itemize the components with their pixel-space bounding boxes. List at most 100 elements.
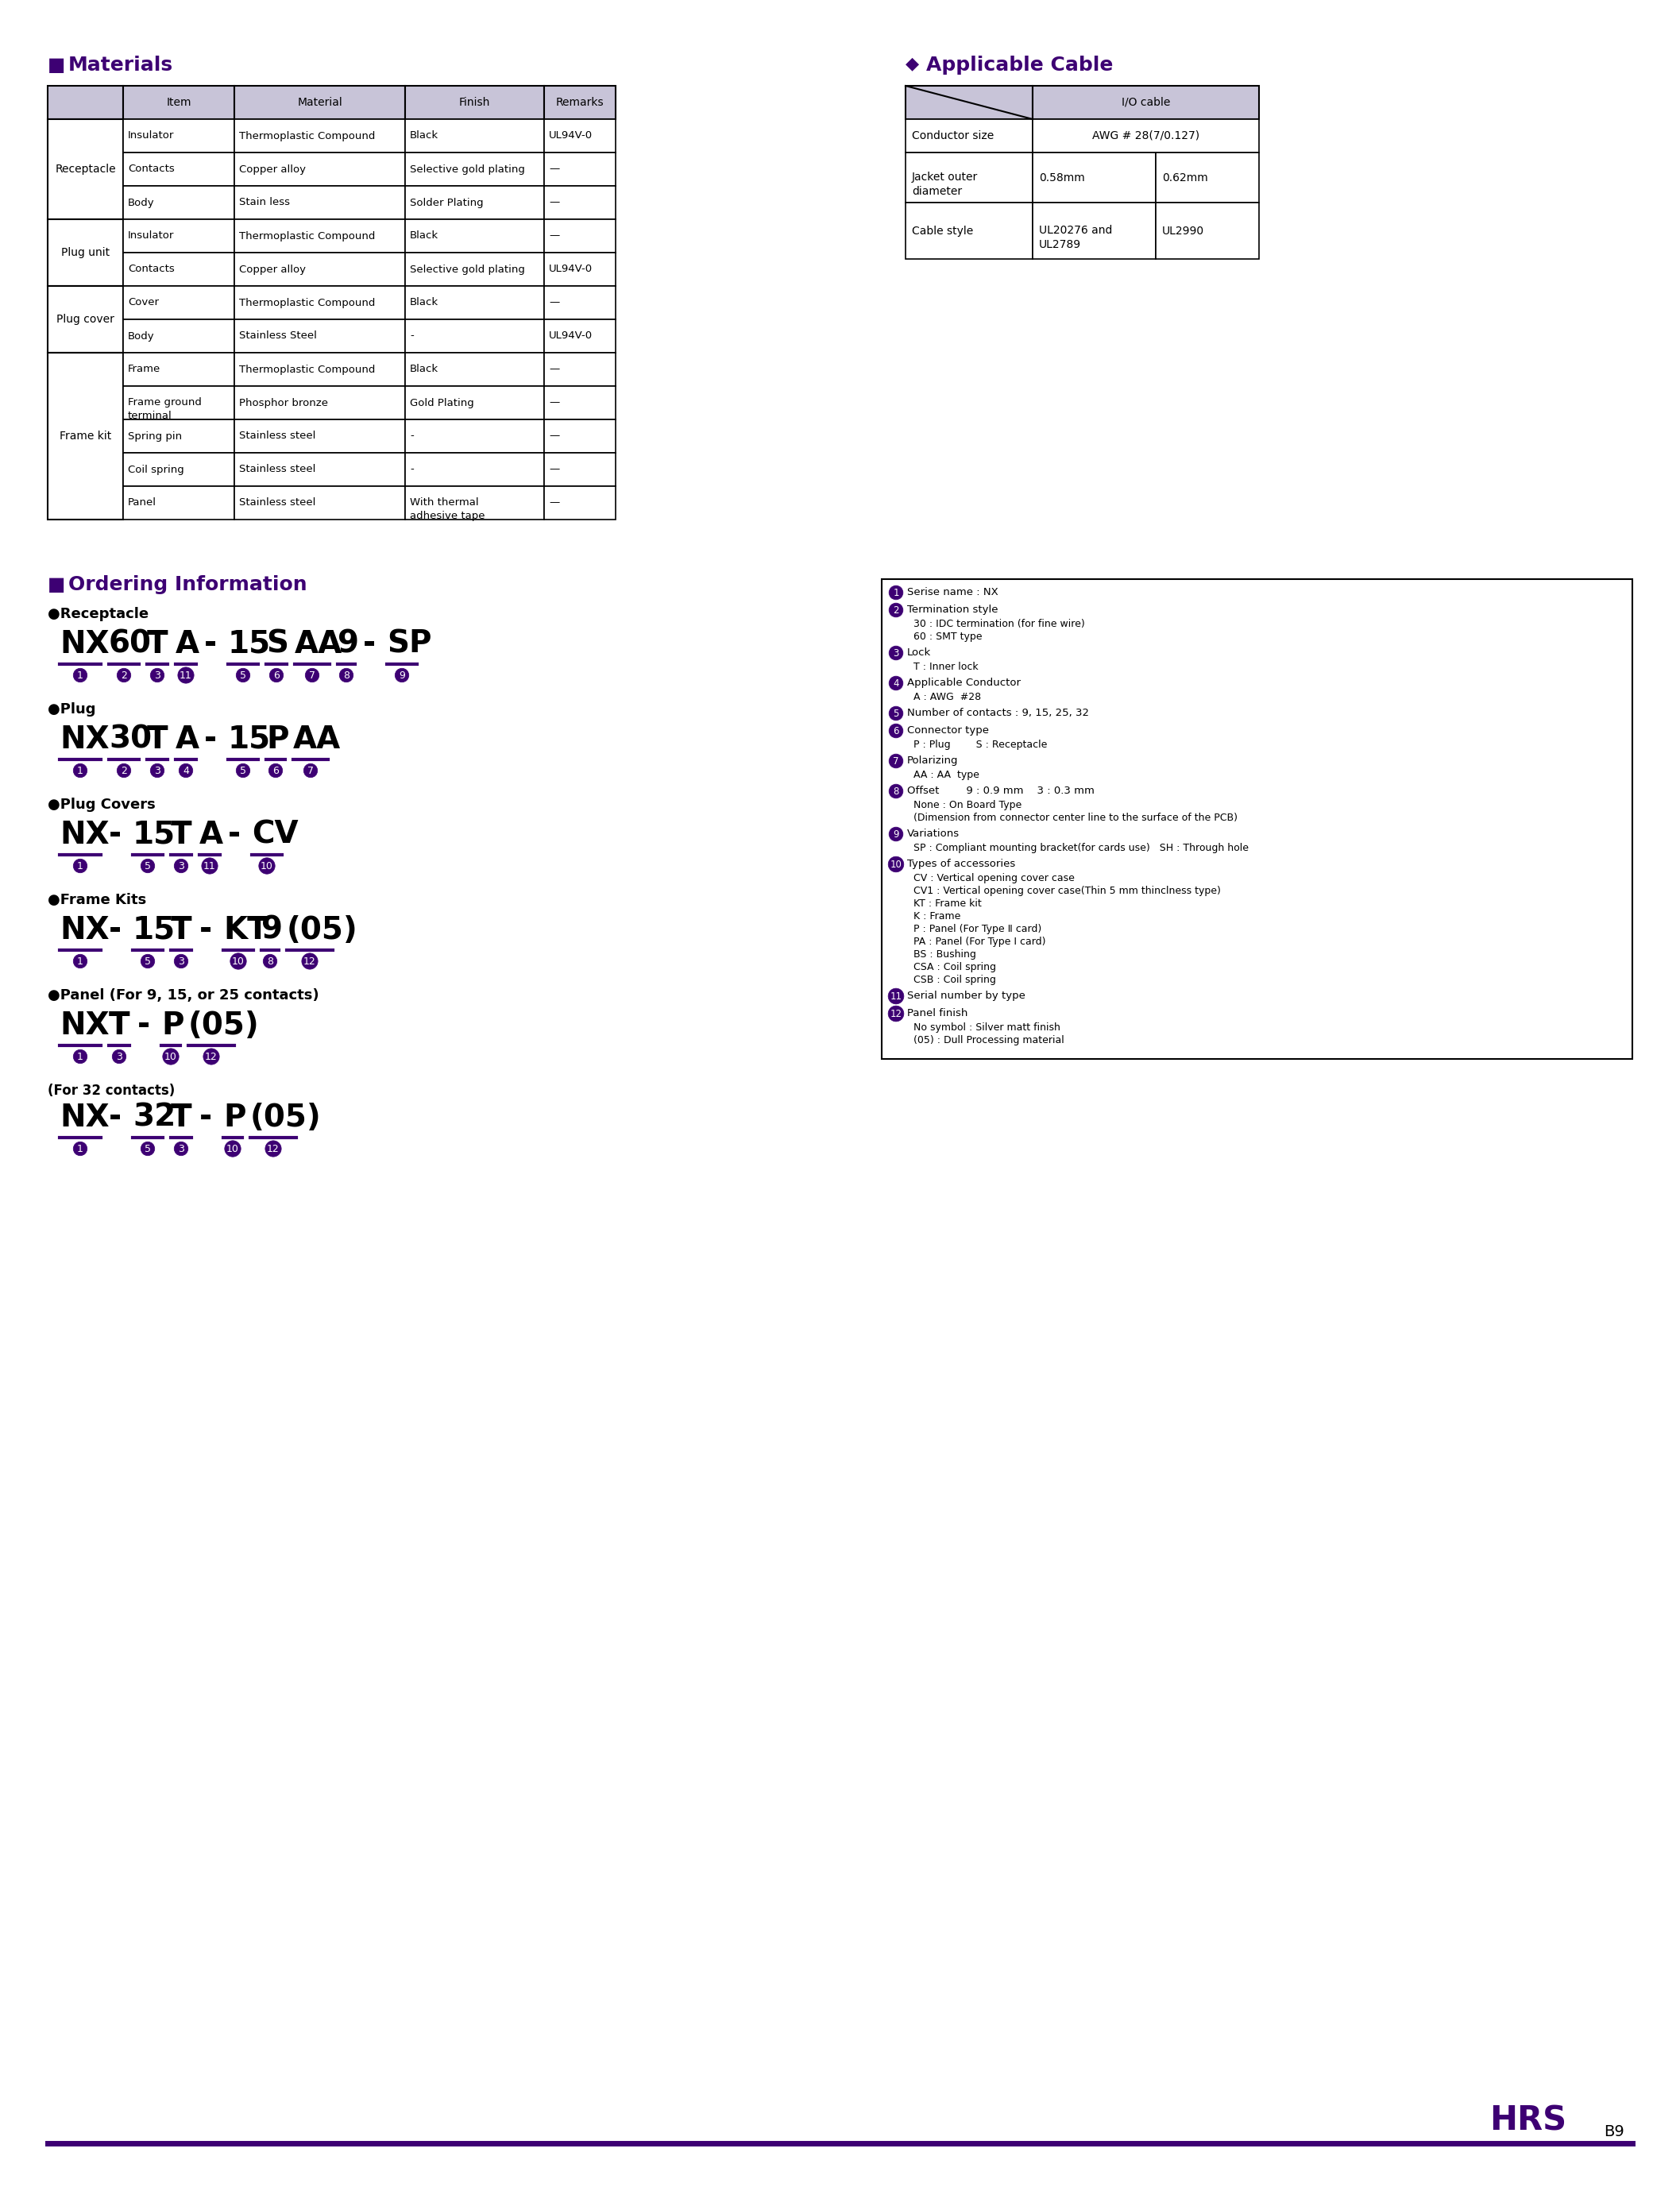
Text: 1: 1: [77, 862, 84, 870]
Text: Offset        9 : 0.9 mm    3 : 0.3 mm: Offset 9 : 0.9 mm 3 : 0.3 mm: [907, 785, 1094, 796]
Bar: [544, 219, 615, 254]
Bar: [544, 286, 615, 319]
Text: P : Plug        S : Receptacle: P : Plug S : Receptacle: [914, 739, 1047, 750]
Bar: [544, 319, 615, 352]
Bar: [123, 352, 234, 387]
Text: 12: 12: [205, 1052, 217, 1061]
Text: 6: 6: [272, 765, 279, 776]
Text: 2: 2: [121, 765, 128, 776]
Bar: [123, 286, 234, 319]
Text: -: -: [109, 1102, 121, 1133]
Bar: [405, 85, 544, 118]
Text: 10: 10: [232, 956, 245, 967]
Text: Serise name : NX: Serise name : NX: [907, 586, 998, 597]
Text: 1: 1: [894, 588, 899, 597]
Text: 9: 9: [262, 914, 282, 945]
Text: 11: 11: [890, 991, 902, 1002]
Text: 5: 5: [894, 709, 899, 720]
Bar: [234, 319, 405, 352]
Text: 5: 5: [240, 765, 247, 776]
Text: -: -: [363, 630, 376, 658]
Text: 7: 7: [309, 669, 316, 680]
Text: Conductor size: Conductor size: [912, 131, 995, 142]
Bar: [1033, 203, 1156, 260]
Text: -: -: [205, 630, 217, 658]
Bar: [405, 118, 544, 153]
Bar: [234, 254, 405, 286]
Bar: [123, 319, 234, 352]
Text: 10: 10: [227, 1144, 239, 1155]
Bar: [544, 186, 615, 219]
Text: S: S: [265, 630, 289, 658]
Text: Selective gold plating: Selective gold plating: [410, 164, 524, 175]
Text: K : Frame: K : Frame: [914, 912, 961, 921]
Bar: [47, 85, 123, 118]
Bar: [906, 85, 1033, 118]
Text: —: —: [549, 232, 559, 241]
Text: ●Frame Kits: ●Frame Kits: [47, 892, 146, 908]
Bar: [906, 203, 1033, 260]
Bar: [405, 153, 544, 186]
Text: A: A: [175, 724, 200, 755]
Text: P: P: [223, 1102, 245, 1133]
Bar: [544, 420, 615, 453]
Text: I/O cable: I/O cable: [1122, 96, 1171, 107]
Text: 7: 7: [894, 757, 899, 765]
Text: Receptacle: Receptacle: [55, 164, 116, 175]
Bar: [544, 352, 615, 387]
Bar: [123, 153, 234, 186]
Text: ●Receptacle: ●Receptacle: [47, 608, 148, 621]
Text: 11: 11: [180, 669, 192, 680]
Bar: [906, 118, 1033, 153]
Text: Panel: Panel: [128, 499, 156, 507]
Bar: [234, 420, 405, 453]
Text: P: P: [265, 724, 289, 755]
Text: (Dimension from connector center line to the surface of the PCB): (Dimension from connector center line to…: [914, 814, 1238, 822]
Text: 3: 3: [155, 765, 160, 776]
Text: Solder Plating: Solder Plating: [410, 197, 484, 208]
Text: CSA : Coil spring: CSA : Coil spring: [914, 962, 996, 973]
Text: T : Inner lock: T : Inner lock: [914, 663, 978, 671]
Bar: [123, 219, 234, 254]
Text: ■: ■: [47, 575, 66, 595]
Text: Black: Black: [410, 232, 438, 241]
Text: 9: 9: [894, 829, 899, 840]
Text: PA : Panel (For Type Ⅰ card): PA : Panel (For Type Ⅰ card): [914, 936, 1045, 947]
Text: -: -: [109, 820, 121, 851]
Text: Gold Plating: Gold Plating: [410, 398, 474, 409]
Text: Material: Material: [297, 96, 343, 107]
Text: 30 : IDC termination (for fine wire): 30 : IDC termination (for fine wire): [914, 619, 1085, 630]
Text: 15: 15: [228, 630, 270, 658]
Text: Spring pin: Spring pin: [128, 431, 181, 442]
Text: 1: 1: [77, 1052, 84, 1061]
Text: Thermoplastic Compound: Thermoplastic Compound: [239, 131, 375, 140]
Text: Thermoplastic Compound: Thermoplastic Compound: [239, 297, 375, 308]
Text: Copper alloy: Copper alloy: [239, 164, 306, 175]
Bar: [47, 118, 123, 219]
Text: 15: 15: [133, 820, 176, 851]
Text: -: -: [200, 914, 212, 945]
Text: Remarks: Remarks: [556, 96, 603, 107]
Text: SP : Compliant mounting bracket(for cards use)   SH : Through hole: SP : Compliant mounting bracket(for card…: [914, 842, 1248, 853]
Text: 8: 8: [267, 956, 274, 967]
Text: -: -: [228, 820, 240, 851]
Text: 5: 5: [240, 669, 247, 680]
Text: (05) : Dull Processing material: (05) : Dull Processing material: [914, 1034, 1063, 1045]
Text: UL20276 and
UL2789: UL20276 and UL2789: [1038, 225, 1112, 249]
Text: 9: 9: [338, 630, 360, 658]
Text: Jacket outer
diameter: Jacket outer diameter: [912, 171, 978, 197]
Text: T: T: [171, 914, 192, 945]
Text: 10: 10: [165, 1052, 176, 1061]
Bar: [123, 387, 234, 420]
Bar: [47, 219, 123, 286]
Bar: [544, 453, 615, 486]
Text: P: P: [161, 1010, 183, 1041]
Bar: [405, 420, 544, 453]
Text: Applicable Conductor: Applicable Conductor: [907, 678, 1021, 689]
Text: 0.58mm: 0.58mm: [1038, 173, 1085, 184]
Text: Black: Black: [410, 131, 438, 140]
Bar: [234, 387, 405, 420]
Text: 12: 12: [890, 1008, 902, 1019]
Bar: [234, 486, 405, 521]
Text: No symbol : Silver matt finish: No symbol : Silver matt finish: [914, 1021, 1060, 1032]
